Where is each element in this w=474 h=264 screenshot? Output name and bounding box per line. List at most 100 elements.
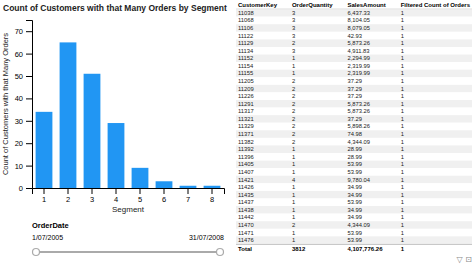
table-cell: 34.99 <box>347 214 362 220</box>
row-background <box>236 24 472 32</box>
row-background <box>236 32 472 40</box>
table-cell: 1 <box>292 207 295 213</box>
row-background <box>236 9 472 17</box>
table-cell: 1 <box>401 101 404 107</box>
row-background <box>236 214 472 222</box>
tick-group: 3 <box>90 188 94 204</box>
slider-label: OrderDate <box>32 221 69 230</box>
tick-group: 8 <box>210 188 214 204</box>
table-cell: 1 <box>292 214 295 220</box>
y-axis: 010203040506070 <box>15 21 33 193</box>
table-cell: 1 <box>401 116 404 122</box>
table-cell: 1 <box>401 78 404 84</box>
tick <box>26 143 32 144</box>
x-axis: 12345678 <box>33 188 225 204</box>
table-cell: 5,898.26 <box>347 123 370 129</box>
table-cell: 1 <box>401 33 404 39</box>
tick-group: 4 <box>114 188 118 204</box>
table-cell: 11421 <box>238 177 254 183</box>
tick-label: 30 <box>15 117 23 126</box>
tick <box>26 98 32 99</box>
tick-group: 50 <box>15 72 32 81</box>
table-cell: 6,437.33 <box>347 10 370 16</box>
table-cell: 1 <box>401 70 404 76</box>
table-cell: 1 <box>292 230 295 236</box>
tick <box>92 188 93 194</box>
row-background <box>236 176 472 184</box>
y-axis-title: Count of Customers with that Many Orders <box>1 33 10 175</box>
table-cell: 11291 <box>238 101 254 107</box>
tick-label: 6 <box>162 195 166 204</box>
table-cell: 1 <box>401 230 404 236</box>
tick <box>68 188 69 194</box>
table-texts: CustomerKeyOrderQuantitySalesAmountFilte… <box>238 2 471 252</box>
tick <box>164 188 165 194</box>
tick-label: 20 <box>15 139 23 148</box>
table-header: OrderQuantity <box>292 2 333 8</box>
row-background <box>236 138 472 146</box>
table-cell: 4,344.09 <box>347 222 370 228</box>
bar <box>60 42 77 188</box>
table-total: 4,107,776.26 <box>347 246 383 252</box>
row-background <box>236 115 472 123</box>
table-cell: 11154 <box>238 63 254 69</box>
table-cell: 2 <box>292 40 295 46</box>
dashboard: Count of Customers with that Many Orders… <box>0 0 474 264</box>
table-header: CustomerKey <box>238 2 278 8</box>
table-cell: 3 <box>292 48 295 54</box>
table-cell: 1 <box>292 237 295 243</box>
tick-label: 8 <box>210 195 214 204</box>
table-cell: 53.99 <box>347 230 362 236</box>
x-axis-title: Segment <box>112 205 145 214</box>
row-background <box>236 236 472 244</box>
row-background <box>236 221 472 229</box>
table-cell: 11476 <box>238 237 254 243</box>
table-cell: 2 <box>292 131 295 137</box>
tick <box>26 76 32 77</box>
tick <box>140 188 141 194</box>
table-cell: 34.99 <box>347 184 362 190</box>
table-cell: 2 <box>292 139 295 145</box>
axis-line <box>33 189 225 195</box>
tick <box>26 121 32 122</box>
tick-label: 60 <box>15 50 23 59</box>
table-cell: 2 <box>292 123 295 129</box>
row-background <box>236 17 472 25</box>
row-background <box>236 62 472 70</box>
table-cell: 4,344.09 <box>347 139 370 145</box>
row-background <box>236 85 472 93</box>
table-cell: 1 <box>401 123 404 129</box>
table-cell: 3 <box>292 25 295 31</box>
table-cell: 1 <box>292 70 295 76</box>
table-cell: 1 <box>401 63 404 69</box>
bar <box>108 123 125 188</box>
table-cell: 11068 <box>238 17 254 23</box>
table-cell: 11471 <box>238 230 254 236</box>
table-cell: 1 <box>401 207 404 213</box>
table-cell: 34.99 <box>347 207 362 213</box>
table-cell: 9,780.04 <box>347 177 370 183</box>
table-cell: 3 <box>292 10 295 16</box>
tick <box>116 188 117 194</box>
bar <box>180 186 197 188</box>
table-cell: 37.29 <box>347 86 362 92</box>
table-cell: 4 <box>292 177 296 183</box>
table-cell: 1 <box>401 40 404 46</box>
tick-label: 5 <box>138 195 142 204</box>
table-cell: 37.29 <box>347 78 362 84</box>
filter-icons: ▽ ⊡ <box>457 255 472 264</box>
table-cell: 1 <box>401 237 404 243</box>
table-cell: 34.99 <box>347 192 362 198</box>
table-cell: 4,911.83 <box>347 48 369 54</box>
table-cell: 3 <box>292 17 295 23</box>
table-cell: 53.99 <box>347 237 362 243</box>
table-cell: 1 <box>401 25 404 31</box>
tick <box>26 188 32 189</box>
bars <box>36 42 221 188</box>
slider-start: 1/07/2005 <box>32 234 63 241</box>
table-cell: 11392 <box>238 146 254 152</box>
tick-group: 70 <box>15 27 32 36</box>
table-cell: 8,104.05 <box>347 17 370 23</box>
table-cell: 1 <box>292 161 295 167</box>
row-background <box>236 108 472 116</box>
